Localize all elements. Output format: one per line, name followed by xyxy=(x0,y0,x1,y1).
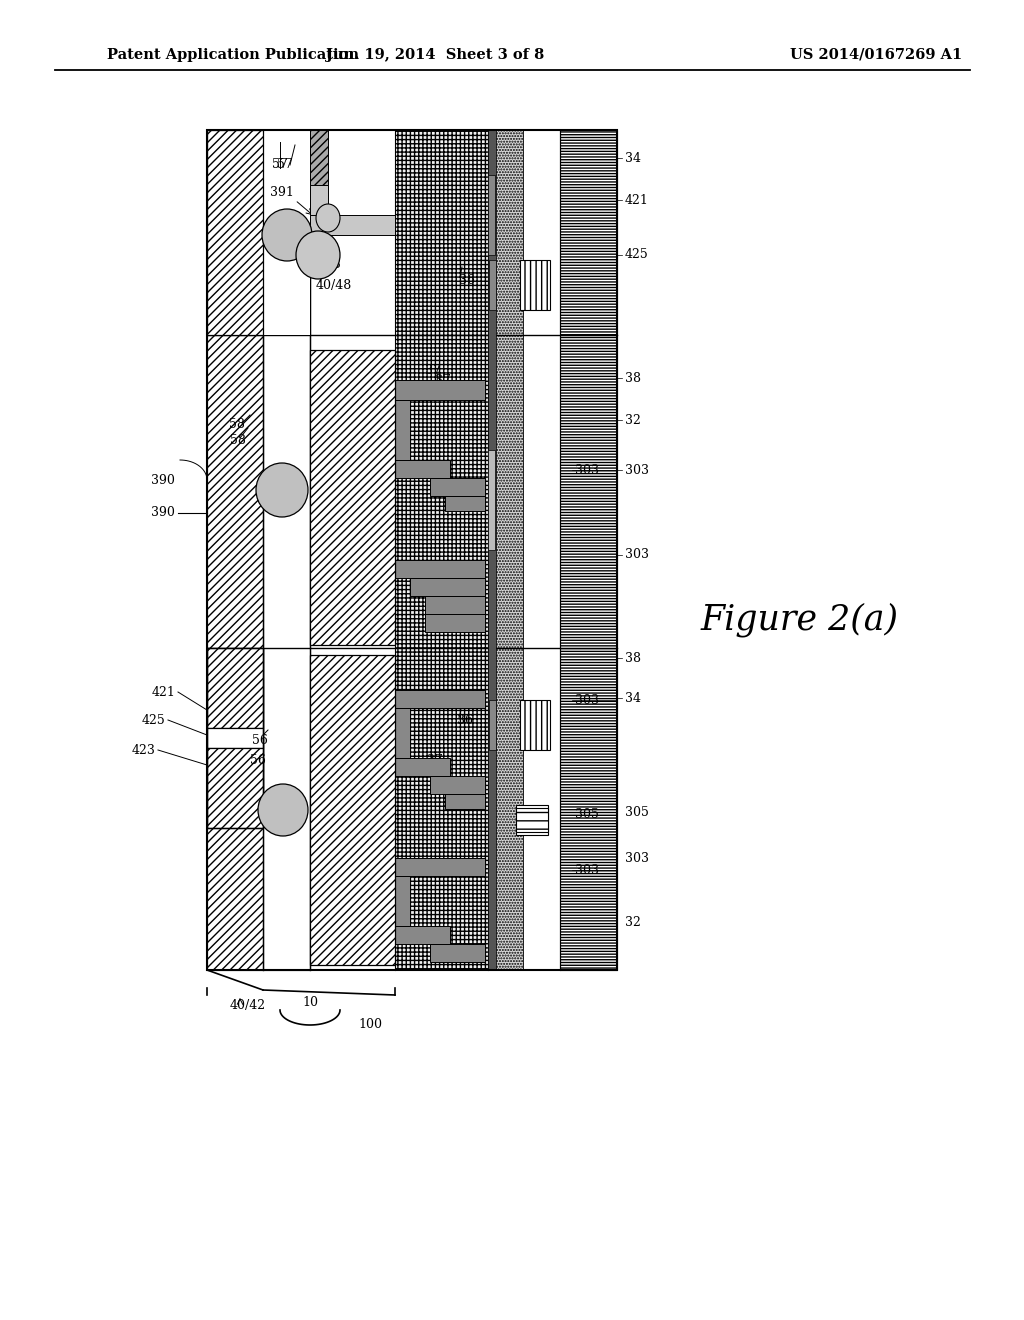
Text: 305: 305 xyxy=(575,808,599,821)
Bar xyxy=(395,758,450,776)
Text: 54: 54 xyxy=(260,804,275,817)
Text: 37: 37 xyxy=(425,363,441,376)
Bar xyxy=(207,648,263,828)
Bar xyxy=(520,700,550,750)
Text: 38: 38 xyxy=(625,652,641,664)
Text: 425: 425 xyxy=(625,248,649,261)
Bar xyxy=(310,129,328,185)
Bar xyxy=(520,260,550,310)
Text: 34: 34 xyxy=(625,692,641,705)
Text: 40/42: 40/42 xyxy=(230,998,266,1011)
Text: Jun. 19, 2014  Sheet 3 of 8: Jun. 19, 2014 Sheet 3 of 8 xyxy=(326,48,544,62)
Text: 40/48: 40/48 xyxy=(327,354,364,367)
Bar xyxy=(425,614,485,632)
Bar xyxy=(430,776,485,795)
Bar xyxy=(395,708,410,758)
Text: 423: 423 xyxy=(318,259,342,272)
Bar xyxy=(445,496,485,511)
Text: 30: 30 xyxy=(523,704,539,717)
Text: 425: 425 xyxy=(141,714,165,726)
Bar xyxy=(488,450,495,550)
Text: 423: 423 xyxy=(131,743,155,756)
Ellipse shape xyxy=(316,205,340,232)
Bar xyxy=(445,795,485,809)
Text: 34: 34 xyxy=(625,152,641,165)
Text: 303: 303 xyxy=(625,463,649,477)
Text: 391: 391 xyxy=(270,186,294,199)
Bar xyxy=(310,185,328,215)
Ellipse shape xyxy=(256,463,308,517)
Bar xyxy=(516,808,548,832)
Bar xyxy=(395,560,485,578)
Bar xyxy=(410,578,485,597)
Text: 40/48: 40/48 xyxy=(316,279,352,292)
Bar xyxy=(207,129,263,970)
Text: 37: 37 xyxy=(435,374,451,387)
Text: 303: 303 xyxy=(625,851,649,865)
Text: 58: 58 xyxy=(229,418,245,432)
Text: 305: 305 xyxy=(625,805,649,818)
Bar xyxy=(207,729,263,748)
Text: Figure 2(a): Figure 2(a) xyxy=(701,603,899,638)
Text: 57: 57 xyxy=(272,158,288,172)
Text: 421: 421 xyxy=(625,194,649,206)
Bar xyxy=(310,655,395,965)
Bar xyxy=(207,748,263,828)
Bar xyxy=(560,129,617,970)
Text: 32: 32 xyxy=(625,916,641,928)
Bar xyxy=(488,176,495,255)
Text: Patent Application Publication: Patent Application Publication xyxy=(106,48,359,62)
Bar xyxy=(310,350,395,645)
Bar xyxy=(430,478,485,496)
Bar xyxy=(489,260,496,310)
Bar xyxy=(310,215,395,235)
Bar xyxy=(263,129,310,335)
Bar xyxy=(488,129,496,970)
Bar xyxy=(310,235,328,265)
Text: 303: 303 xyxy=(575,463,599,477)
Ellipse shape xyxy=(258,784,308,836)
Bar xyxy=(263,129,310,970)
Text: 56: 56 xyxy=(250,754,266,767)
Bar xyxy=(425,597,485,614)
Text: 303: 303 xyxy=(575,863,599,876)
Text: 30: 30 xyxy=(523,264,539,276)
Text: 390: 390 xyxy=(152,474,175,487)
Bar xyxy=(395,459,450,478)
Bar xyxy=(495,129,523,970)
Text: US 2014/0167269 A1: US 2014/0167269 A1 xyxy=(790,48,963,62)
Text: 32: 32 xyxy=(625,413,641,426)
Bar xyxy=(395,380,485,400)
Text: 421: 421 xyxy=(152,685,175,698)
Text: 56: 56 xyxy=(252,734,268,747)
Bar xyxy=(207,648,263,729)
Text: 303: 303 xyxy=(575,693,599,706)
Text: 54: 54 xyxy=(262,483,278,496)
Bar xyxy=(395,876,410,927)
Text: 37: 37 xyxy=(427,754,442,767)
Text: 36: 36 xyxy=(459,273,475,286)
Text: 303: 303 xyxy=(625,549,649,561)
Text: 58: 58 xyxy=(230,433,246,446)
Bar xyxy=(395,690,485,708)
Text: 38: 38 xyxy=(625,371,641,384)
Bar xyxy=(395,927,450,944)
Text: 57: 57 xyxy=(278,158,293,172)
Ellipse shape xyxy=(262,209,312,261)
Text: 100: 100 xyxy=(358,1019,382,1031)
Bar xyxy=(395,858,485,876)
Text: 54: 54 xyxy=(264,231,280,243)
Bar xyxy=(430,944,485,962)
Text: 36: 36 xyxy=(457,714,473,726)
Bar xyxy=(516,805,548,836)
Ellipse shape xyxy=(296,231,340,279)
Bar xyxy=(395,400,410,459)
Text: 10: 10 xyxy=(302,997,318,1010)
Text: 390: 390 xyxy=(152,507,175,520)
Bar xyxy=(207,129,263,335)
Bar xyxy=(489,700,496,750)
Bar xyxy=(395,129,490,970)
Bar xyxy=(207,129,617,970)
